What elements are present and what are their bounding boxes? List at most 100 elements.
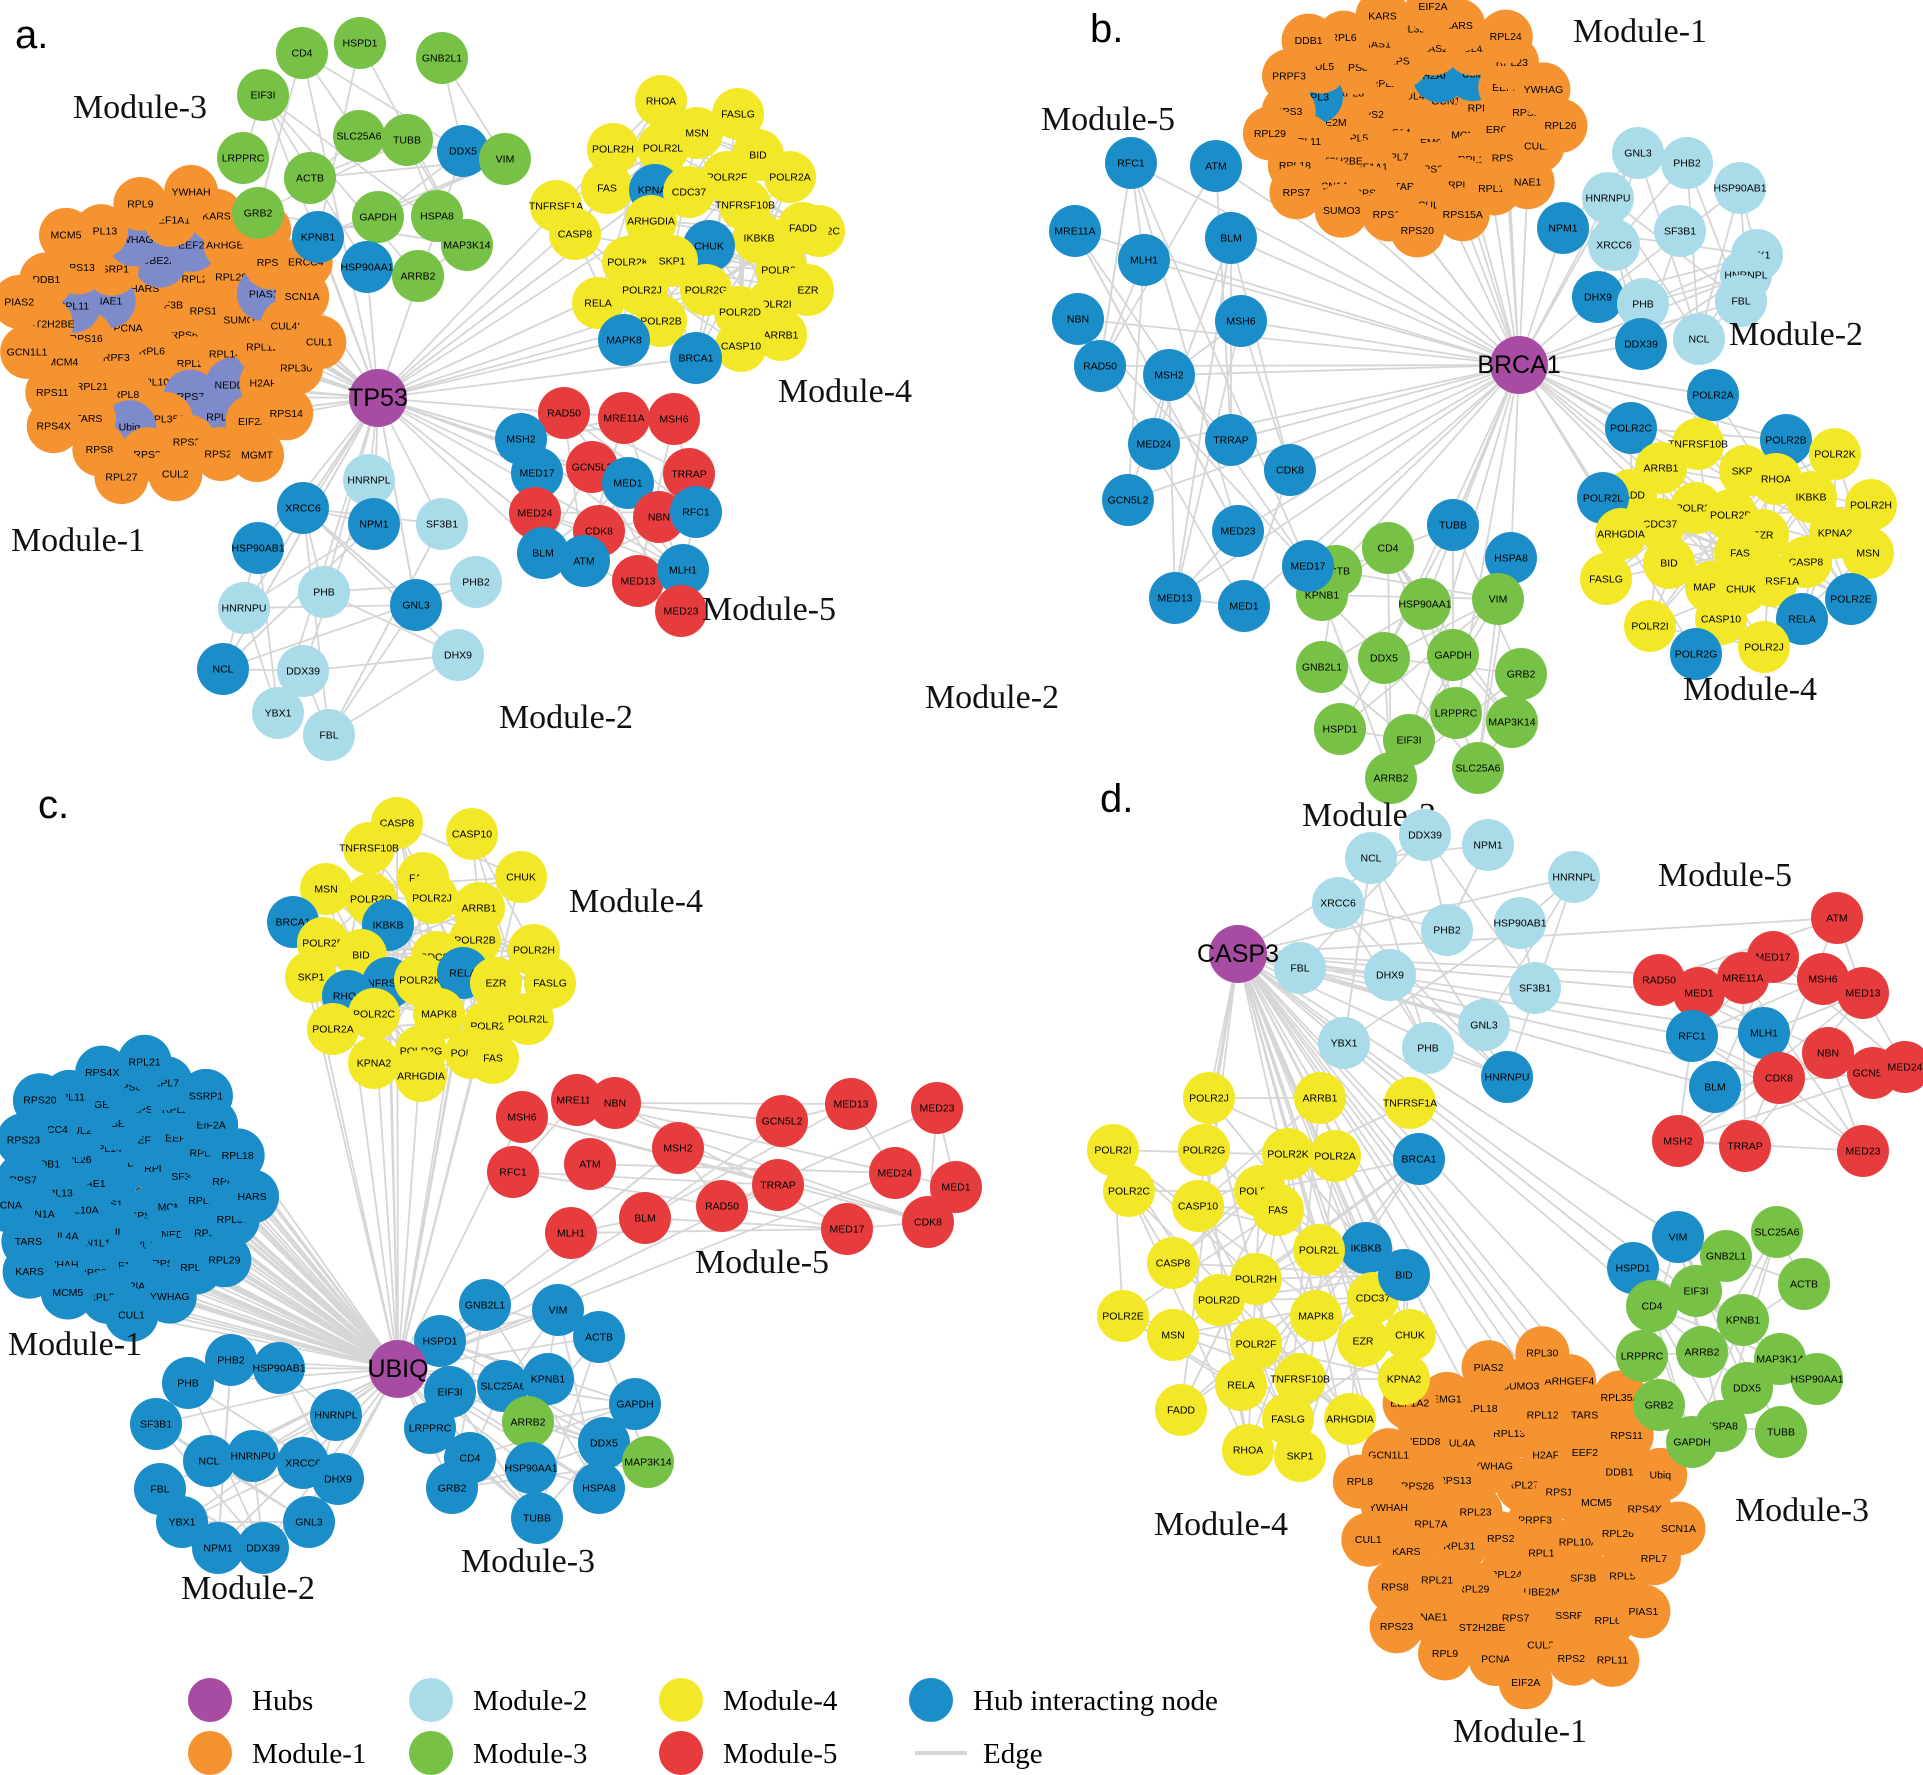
- node-label: TARS: [1571, 1410, 1598, 1422]
- node-MED24: MED24: [1879, 1041, 1923, 1093]
- node-POLR2I: POLR2I: [1624, 600, 1676, 652]
- node-label: POLR2D: [719, 307, 761, 319]
- module-label-d-module-4: Module-4: [1154, 1506, 1288, 1543]
- node-BID: BID: [1643, 537, 1695, 589]
- node-label: RPS4X: [85, 1067, 119, 1079]
- node-label: TRRAP: [671, 469, 707, 481]
- node-POLR2J: POLR2J: [1183, 1072, 1235, 1124]
- node-CUL1: CUL1: [1341, 1512, 1396, 1567]
- node-label: KPNA2: [1387, 1374, 1422, 1386]
- node-label: NCL: [1360, 853, 1381, 865]
- node-label: UBE2M: [1524, 1586, 1560, 1598]
- node-label: DDB1: [32, 274, 60, 286]
- node-GNL3: GNL3: [1458, 999, 1510, 1051]
- legend-label: Hub interacting node: [973, 1685, 1218, 1717]
- node-label: POLR2H: [592, 144, 634, 156]
- legend-label: Module-2: [473, 1685, 587, 1717]
- node-MED23: MED23: [655, 585, 707, 637]
- node-BLM: BLM: [1205, 212, 1257, 264]
- node-DDX39: DDX39: [277, 645, 329, 697]
- node-label: MSN: [1161, 1330, 1184, 1342]
- node-NCL: NCL: [1345, 832, 1397, 884]
- node-label: FASLG: [533, 978, 567, 990]
- node-label: SLC25A6: [481, 1381, 526, 1393]
- node-ARHGDIA: ARHGDIA: [1595, 508, 1647, 560]
- module-label-a-module-1: Module-1: [11, 522, 145, 559]
- node-CASP10: CASP10: [446, 808, 498, 860]
- node-MED13: MED13: [1149, 572, 1201, 624]
- node-label: POLR2E: [1102, 1311, 1143, 1323]
- node-label: MSH6: [659, 414, 688, 426]
- node-CHUK: CHUK: [1384, 1309, 1436, 1361]
- node-label: XRCC6: [285, 503, 321, 515]
- node-TUBB: TUBB: [511, 1492, 563, 1544]
- node-label: POLR2L: [508, 1014, 548, 1026]
- node-label: ARRB2: [1684, 1347, 1719, 1359]
- node-CDC37: CDC37: [663, 166, 715, 218]
- node-label: HIST2H2BE: [1448, 1622, 1505, 1634]
- node-label: YWHAG: [150, 1291, 190, 1303]
- node-VIM: VIM: [1472, 573, 1524, 625]
- node-RPS8: RPS8: [1368, 1559, 1423, 1614]
- node-ARHGDIA: ARHGDIA: [395, 1050, 447, 1102]
- node-RFC1: RFC1: [1105, 137, 1157, 189]
- node-label: GAPDH: [616, 1399, 653, 1411]
- node-label: CDK8: [1765, 1073, 1793, 1085]
- legend-item-module-3: Module-3: [409, 1731, 587, 1775]
- node-label: POLR2L: [1583, 493, 1623, 505]
- node-label: NCL: [1688, 334, 1709, 346]
- legend-item-module-2: Module-2: [409, 1678, 587, 1722]
- node-MED24: MED24: [1128, 418, 1180, 470]
- node-label: GNB2L1: [1706, 1251, 1746, 1263]
- node-label: MED23: [1220, 526, 1255, 538]
- node-label: KARS: [1392, 1546, 1421, 1558]
- node-HSPA8: HSPA8: [573, 1462, 625, 1514]
- node-MED23: MED23: [1837, 1125, 1889, 1177]
- node-label: MRE11A: [556, 1095, 597, 1107]
- node-label: EIF3I: [250, 90, 275, 102]
- node-label: RPS4X: [1627, 1504, 1661, 1516]
- node-LRPPRC: LRPPRC: [217, 132, 269, 184]
- node-label: FADD: [1167, 1405, 1195, 1417]
- node-POLR2A: POLR2A: [1687, 369, 1739, 421]
- node-label: POLR2E: [1830, 594, 1871, 606]
- node-label: DHX9: [444, 650, 472, 662]
- node-label: DDX39: [1408, 830, 1442, 842]
- node-label: PIAS1: [1629, 1606, 1659, 1618]
- node-label: BLM: [1704, 1082, 1726, 1094]
- node-ARRB2: ARRB2: [502, 1396, 554, 1448]
- node-HSP90AA1: HSP90AA1: [340, 241, 394, 293]
- node-MRE11A: MRE11A: [1717, 952, 1769, 1004]
- node-label: CASP10: [1178, 1201, 1218, 1213]
- node-label: BLM: [634, 1213, 656, 1225]
- node-POLR2I: POLR2I: [1087, 1124, 1139, 1176]
- node-label: NAE1: [1514, 177, 1542, 189]
- node-label: HSPD1: [422, 1336, 457, 1348]
- node-label: POLR2J: [412, 893, 452, 905]
- node-DHX9: DHX9: [432, 629, 484, 681]
- node-label: RPS3: [257, 257, 285, 269]
- node-RHOA: RHOA: [635, 75, 687, 127]
- node-label: RPL13: [1493, 1428, 1525, 1440]
- node-TNFRSF10B: TNFRSF10B: [1270, 1353, 1330, 1405]
- node-XRCC6: XRCC6: [1312, 877, 1364, 929]
- node-label: SLC25A6: [1755, 1227, 1800, 1239]
- node-PIAS1: PIAS1: [1616, 1584, 1671, 1639]
- node-label: TNFRSF10B: [715, 200, 775, 212]
- node-label: RPS20: [1401, 225, 1434, 237]
- node-CUL1: CUL1: [104, 1287, 159, 1342]
- node-label: RPS13: [1438, 1475, 1471, 1487]
- node-label: MED1: [613, 478, 642, 490]
- node-label: HARS: [237, 1191, 266, 1203]
- node-label: POLR2H: [1850, 500, 1892, 512]
- node-MSH2: MSH2: [652, 1122, 704, 1174]
- node-label: NCL: [212, 664, 233, 676]
- legend-label: Edge: [983, 1738, 1043, 1770]
- node-label: ACTB: [296, 173, 324, 185]
- node-label: EIF3I: [1683, 1286, 1708, 1298]
- node-MSH6: MSH6: [648, 393, 700, 445]
- node-label: ARHGEF4: [1545, 1376, 1595, 1388]
- node-POLR2H: POLR2H: [587, 123, 639, 175]
- node-label: MED13: [833, 1099, 868, 1111]
- node-label: ARRB1: [1302, 1093, 1337, 1105]
